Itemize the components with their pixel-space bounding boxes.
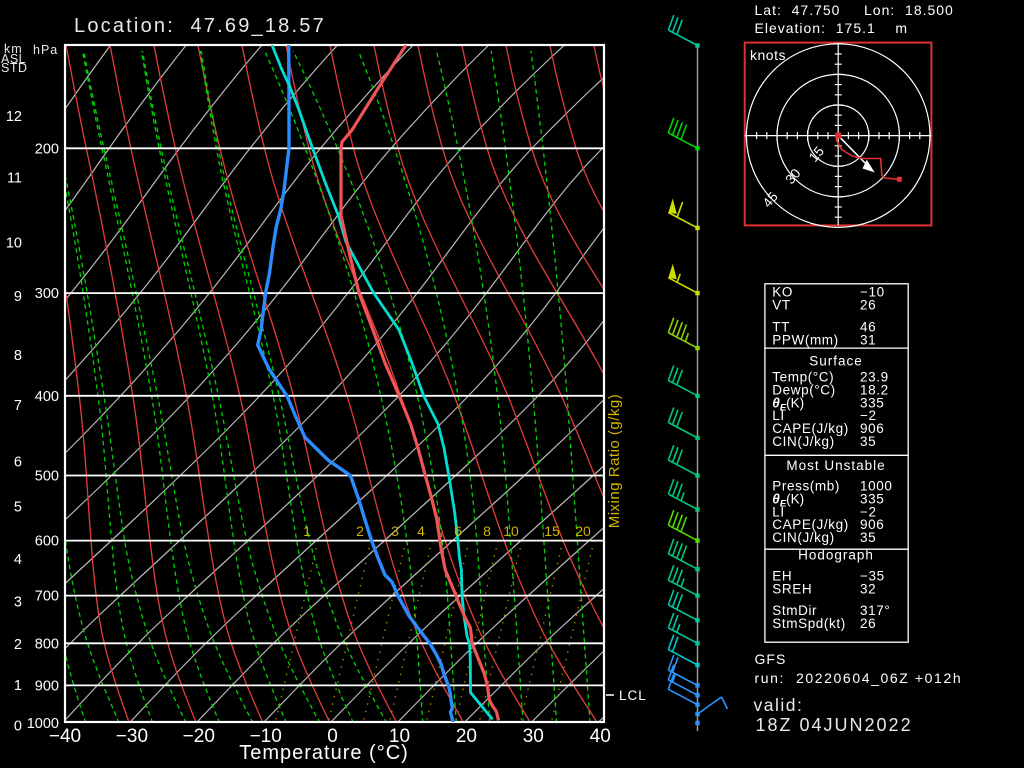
svg-text:GFS: GFS bbox=[755, 651, 787, 667]
svg-text:LI: LI bbox=[772, 408, 784, 423]
svg-text:46: 46 bbox=[860, 320, 876, 335]
svg-text:Lat: 47.750: Lat: 47.750 bbox=[755, 2, 841, 18]
svg-text:run: 20220604_06Z +012h: run: 20220604_06Z +012h bbox=[755, 670, 963, 686]
svg-text:Mixing Ratio (g/kg): Mixing Ratio (g/kg) bbox=[606, 394, 623, 529]
svg-text:300: 300 bbox=[35, 286, 59, 302]
svg-text:6: 6 bbox=[454, 523, 462, 539]
svg-text:hPa: hPa bbox=[33, 43, 58, 57]
svg-text:Hodograph: Hodograph bbox=[798, 548, 874, 563]
svg-text:−40: −40 bbox=[49, 726, 81, 747]
svg-text:EH: EH bbox=[772, 569, 792, 584]
svg-text:valid:: valid: bbox=[754, 695, 804, 715]
svg-text:906: 906 bbox=[860, 421, 884, 436]
svg-text:9: 9 bbox=[14, 289, 22, 305]
svg-text:CAPE(J/kg): CAPE(J/kg) bbox=[772, 421, 849, 436]
svg-text:Temp(°C): Temp(°C) bbox=[772, 370, 834, 385]
svg-text:Most Unstable: Most Unstable bbox=[786, 458, 885, 473]
svg-text:4: 4 bbox=[14, 552, 22, 568]
svg-text:26: 26 bbox=[860, 616, 876, 631]
svg-text:ASL: ASL bbox=[1, 52, 26, 66]
svg-text:LCL: LCL bbox=[619, 688, 647, 703]
svg-text:StmSpd(kt): StmSpd(kt) bbox=[772, 616, 846, 631]
svg-text:31: 31 bbox=[860, 333, 876, 348]
svg-text:1000: 1000 bbox=[27, 716, 59, 732]
svg-text:8: 8 bbox=[14, 348, 22, 364]
svg-text:45: 45 bbox=[760, 189, 781, 210]
svg-text:700: 700 bbox=[35, 589, 59, 605]
svg-text:2: 2 bbox=[14, 637, 22, 653]
svg-text:1000: 1000 bbox=[860, 479, 892, 494]
svg-text:2: 2 bbox=[356, 523, 364, 539]
svg-text:StmDir: StmDir bbox=[772, 603, 817, 618]
svg-text:500: 500 bbox=[35, 468, 59, 484]
svg-text:CIN(J/kg): CIN(J/kg) bbox=[772, 434, 834, 449]
svg-text:3: 3 bbox=[14, 595, 22, 611]
svg-text:knots: knots bbox=[750, 47, 786, 63]
svg-text:−20: −20 bbox=[183, 726, 215, 747]
svg-text:20: 20 bbox=[575, 523, 591, 539]
svg-text:−30: −30 bbox=[116, 726, 148, 747]
svg-text:CIN(J/kg): CIN(J/kg) bbox=[772, 530, 834, 545]
svg-text:km: km bbox=[4, 42, 23, 56]
svg-text:LI: LI bbox=[772, 504, 784, 519]
svg-text:35: 35 bbox=[860, 434, 876, 449]
svg-text:Lon: 18.500: Lon: 18.500 bbox=[864, 2, 954, 18]
svg-text:15: 15 bbox=[806, 144, 827, 165]
svg-text:30: 30 bbox=[782, 166, 803, 187]
svg-text:3: 3 bbox=[391, 523, 399, 539]
svg-text:18.2: 18.2 bbox=[860, 382, 889, 397]
svg-text:VT: VT bbox=[772, 298, 790, 313]
svg-text:32: 32 bbox=[860, 581, 876, 596]
svg-text:7: 7 bbox=[14, 398, 22, 414]
svg-text:8: 8 bbox=[483, 523, 491, 539]
svg-text:10: 10 bbox=[6, 236, 22, 252]
svg-text:STD: STD bbox=[1, 61, 28, 75]
svg-text:15: 15 bbox=[544, 523, 560, 539]
svg-text:40: 40 bbox=[590, 726, 611, 747]
svg-text:10: 10 bbox=[503, 523, 519, 539]
svg-text:11: 11 bbox=[7, 171, 22, 187]
svg-text:800: 800 bbox=[35, 636, 59, 652]
svg-text:−2: −2 bbox=[860, 408, 877, 423]
svg-text:335: 335 bbox=[860, 491, 884, 506]
svg-text:200: 200 bbox=[35, 141, 59, 157]
svg-text:Dewp(°C): Dewp(°C) bbox=[772, 382, 835, 397]
svg-text:317°: 317° bbox=[860, 603, 890, 618]
svg-text:Elevation: 175.1 m: Elevation: 175.1 m bbox=[755, 20, 909, 36]
svg-text:KO: KO bbox=[772, 285, 793, 300]
svg-text:6: 6 bbox=[14, 455, 22, 471]
svg-text:35: 35 bbox=[860, 530, 876, 545]
svg-text:Temperature (°C): Temperature (°C) bbox=[239, 742, 409, 764]
svg-text:CAPE(J/kg): CAPE(J/kg) bbox=[772, 517, 849, 532]
svg-text:0: 0 bbox=[14, 719, 22, 735]
svg-text:−10: −10 bbox=[250, 726, 282, 747]
svg-text:906: 906 bbox=[860, 517, 884, 532]
svg-text:4: 4 bbox=[417, 523, 425, 539]
svg-text:18Z 04JUN2022: 18Z 04JUN2022 bbox=[756, 715, 913, 735]
svg-text:0: 0 bbox=[327, 726, 338, 747]
svg-text:10: 10 bbox=[389, 726, 410, 747]
svg-text:20: 20 bbox=[456, 726, 477, 747]
svg-text:26: 26 bbox=[860, 298, 876, 313]
svg-text:−35: −35 bbox=[860, 569, 885, 584]
svg-text:335: 335 bbox=[860, 395, 884, 410]
svg-text:400: 400 bbox=[35, 389, 59, 405]
svg-text:600: 600 bbox=[35, 534, 59, 550]
svg-text:5: 5 bbox=[14, 500, 22, 516]
svg-text:23.9: 23.9 bbox=[860, 370, 889, 385]
svg-text:30: 30 bbox=[523, 726, 544, 747]
svg-text:Location: 47.69_18.57: Location: 47.69_18.57 bbox=[74, 15, 326, 37]
svg-text:−10: −10 bbox=[860, 285, 885, 300]
svg-text:SREH: SREH bbox=[772, 581, 812, 596]
svg-text:Surface: Surface bbox=[809, 354, 863, 369]
svg-text:1: 1 bbox=[303, 523, 311, 539]
svg-text:Press(mb): Press(mb) bbox=[772, 479, 840, 494]
svg-text:1: 1 bbox=[14, 678, 22, 694]
svg-text:12: 12 bbox=[6, 109, 22, 125]
svg-text:900: 900 bbox=[35, 678, 59, 694]
svg-text:−2: −2 bbox=[860, 504, 877, 519]
svg-text:TT: TT bbox=[772, 320, 790, 335]
svg-text:PPW(mm): PPW(mm) bbox=[772, 333, 838, 348]
